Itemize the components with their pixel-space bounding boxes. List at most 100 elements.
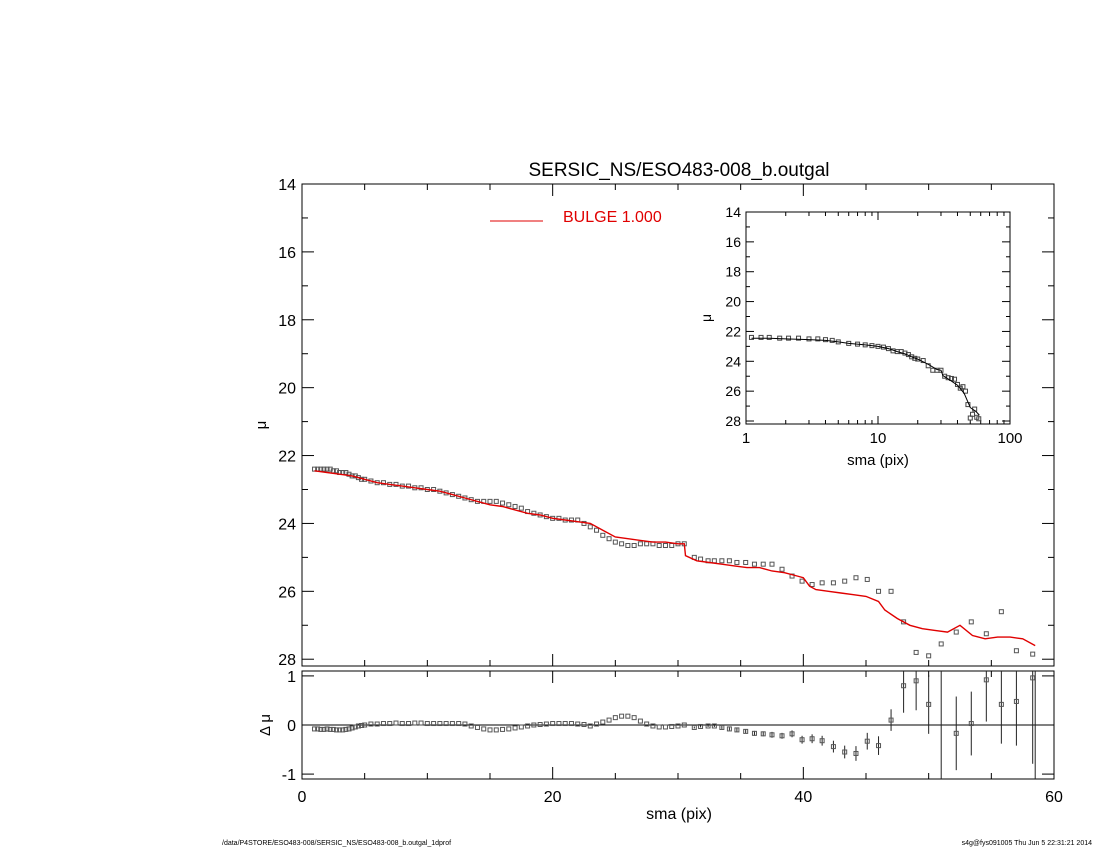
residual-data-point [734, 727, 740, 733]
residual-data-point [650, 723, 656, 729]
main-ytick-label: 16 [278, 245, 296, 262]
residual-data-point [321, 726, 327, 732]
inset-ytick-label: 16 [725, 234, 741, 250]
inset-plot-frame [745, 211, 1011, 425]
main-data-point [631, 543, 637, 548]
main-data-point [938, 641, 944, 647]
residual-data-point [443, 721, 449, 727]
main-data-point [719, 558, 725, 564]
residual-data-point [913, 678, 919, 684]
residual-data-point [779, 733, 785, 739]
main-data-point [734, 559, 740, 565]
residual-data-point [543, 721, 549, 727]
residual-data-point [437, 721, 443, 727]
inset-ylabel: μ [698, 314, 714, 322]
residual-data-point [562, 721, 568, 727]
main-data-point [321, 466, 327, 472]
residual-data-point [568, 721, 574, 727]
main-axis-ticks: 14 16 18 20 22 24 26 28 [278, 177, 1055, 669]
residual-data-point [333, 727, 339, 733]
residual-data-point [525, 723, 531, 729]
residual-data-point [550, 721, 556, 727]
main-data-point [888, 588, 894, 594]
residual-data-point [340, 727, 346, 733]
residual-data-point [493, 727, 499, 733]
main-data-point [600, 532, 606, 538]
main-data-point [726, 558, 732, 564]
residual-ylabel: Δ μ [257, 714, 274, 736]
main-data-point [998, 609, 1004, 615]
main-data-point [512, 503, 518, 509]
inset-data-point [915, 356, 921, 362]
residual-data-point [926, 701, 932, 707]
main-data-point [809, 582, 815, 588]
residual-data-point [487, 727, 493, 733]
inset-data-point [942, 373, 948, 379]
main-data-point [799, 578, 805, 584]
residual-data-point [888, 717, 894, 723]
main-title: SERSIC_NS/ESO483-008_b.outgal [528, 160, 829, 181]
residual-data-point [809, 736, 815, 742]
residual-data-point [468, 723, 474, 729]
main-data-point [656, 543, 662, 548]
residual-data-point [760, 731, 766, 737]
residual-data-point [698, 723, 704, 729]
residual-data-point [330, 726, 336, 732]
residual-data-point [481, 726, 487, 732]
residual-data-point [662, 724, 668, 730]
main-data-point [913, 649, 919, 655]
residual-data-point [431, 721, 437, 727]
residual-data-point [343, 726, 349, 732]
inset-data-point [796, 335, 802, 341]
inset-data-point [748, 334, 754, 340]
inset-data-point [822, 337, 828, 343]
residual-data-point [1013, 698, 1019, 704]
main-ytick-label: 20 [278, 381, 296, 398]
main-ytick-label: 24 [278, 516, 296, 533]
residual-data-point [853, 750, 859, 756]
main-data-point [819, 580, 825, 586]
residual-data-point [380, 721, 386, 727]
inset-plot: 14 16 18 20 22 24 26 281 10 100 μ sma (pix) [698, 204, 1023, 469]
main-plot: 14 16 18 20 22 24 26 28 μ BULGE 1.000 [253, 177, 1055, 669]
residual-data-point [983, 677, 989, 683]
main-data-point [619, 541, 625, 547]
residual-data-point [619, 713, 625, 719]
residual-data-point [864, 738, 870, 744]
residual-data-point [537, 722, 543, 728]
residual-data-point [406, 721, 412, 727]
residual-data-point [953, 730, 959, 736]
inset-data-point [976, 416, 982, 422]
residual-data-point [518, 724, 524, 730]
legend-label-bulge: BULGE 1.000 [563, 209, 662, 226]
main-data-point [830, 580, 836, 586]
inset-ytick-label: 18 [725, 264, 741, 280]
residual-ytick-label: -1 [282, 767, 296, 784]
residual-data-point [449, 721, 455, 727]
inset-data-point [909, 354, 915, 360]
residual-data-point [556, 721, 562, 727]
residual-data-point [769, 732, 775, 738]
main-data-point [876, 588, 882, 594]
main-data-point [506, 502, 512, 508]
inset-ytick-label: 22 [725, 323, 741, 339]
inset-data-point [758, 334, 764, 340]
residual-data-point [346, 726, 352, 732]
residual-data-point [456, 721, 462, 727]
inset-xtick-label: 1 [742, 430, 750, 447]
residual-data-point [644, 721, 650, 727]
main-data-point [644, 541, 650, 547]
main-data-point [842, 578, 848, 584]
main-data-point [487, 498, 493, 504]
residual-data-point [743, 728, 749, 734]
residual-data-point [359, 722, 365, 728]
residual-data-point [412, 720, 418, 726]
residual-data-point [587, 723, 593, 729]
main-data-point [662, 543, 668, 548]
main-data-point [864, 576, 870, 582]
inset-data-point [957, 385, 963, 391]
inset-axis-ticks: 14 16 18 20 22 24 26 281 10 100 [725, 204, 1022, 447]
main-data-point [493, 498, 499, 504]
